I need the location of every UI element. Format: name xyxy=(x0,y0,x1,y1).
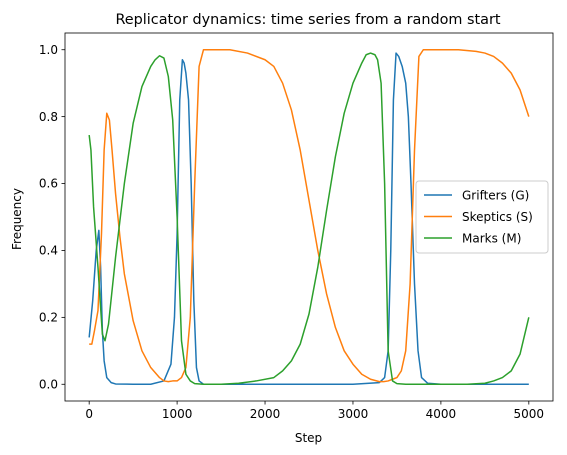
y-tick-label: 1.0 xyxy=(39,43,58,57)
x-tick-label: 3000 xyxy=(338,407,369,421)
legend-box xyxy=(415,180,549,254)
y-tick-label: 0.0 xyxy=(39,377,58,391)
x-tick-label: 5000 xyxy=(514,407,545,421)
x-tick-label: 4000 xyxy=(426,407,457,421)
axes-frame xyxy=(64,32,554,402)
series-line-0 xyxy=(88,52,529,386)
legend-label-2: Marks (M) xyxy=(462,231,521,245)
y-axis-title: Frequency xyxy=(10,188,24,250)
series-line-2 xyxy=(88,52,530,386)
x-tick-label: 1000 xyxy=(162,407,193,421)
x-tick-label: 0 xyxy=(85,407,93,421)
legend-label-0: Grifters (G) xyxy=(462,188,529,202)
x-axis-title: Step xyxy=(295,431,322,445)
series-line-1 xyxy=(89,48,530,383)
chart-title: Replicator dynamics: time series from a … xyxy=(115,12,500,28)
y-tick-label: 0.4 xyxy=(39,244,58,258)
legend-label-1: Skeptics (S) xyxy=(462,210,533,224)
legend: Grifters (G) Skeptics (S) Marks (M) xyxy=(415,180,549,254)
x-tick-label: 2000 xyxy=(250,407,281,421)
plot-area: 0 1000 2000 3000 4000 5000 0.0 0.2 0.4 0.6 0.8 1.0 xyxy=(39,32,554,421)
y-tick-label: 0.2 xyxy=(39,311,58,325)
y-tick-label: 0.6 xyxy=(39,177,58,191)
y-tick-label: 0.8 xyxy=(39,110,58,124)
